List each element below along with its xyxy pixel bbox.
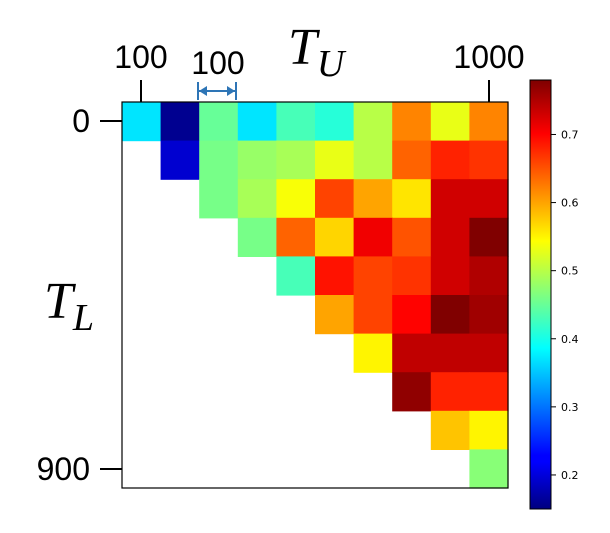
y-axis-name-sub: L [72,297,94,339]
heatmap-cell-r5-c5 [315,295,355,335]
step-annotation: 100 [191,45,245,100]
heatmap-cell-r7-c7 [392,372,432,412]
heatmap-cell-r2-c4 [276,179,316,219]
heatmap-cell-r0-c6 [353,102,393,142]
x-tick-label-1000: 1000 [453,39,524,75]
colorbar-tick-label-5: 0.7 [561,128,579,141]
heatmap-cell-r2-c2 [199,179,239,219]
heatmap-cell-r1-c9 [469,140,509,180]
heatmap-cell-r1-c2 [199,140,239,180]
heatmap-cell-r3-c7 [392,217,432,257]
heatmap-cell-r3-c5 [315,217,355,257]
heatmap-cell-r3-c6 [353,217,393,257]
step-label: 100 [191,45,244,81]
heatmap-cell-r5-c7 [392,295,432,335]
heatmap-cell-r0-c5 [315,102,355,142]
heatmap-cell-r0-c8 [430,102,470,142]
x-axis-name-sub: U [317,43,347,85]
x-tick-label-100: 100 [114,39,167,75]
heatmap-cell-r6-c9 [469,333,509,373]
heatmap-cell-r0-c0 [122,102,162,142]
colorbar-tick-label-3: 0.5 [561,265,579,278]
heatmap-cell-r8-c9 [469,410,509,450]
plot-frame [121,101,509,489]
heatmap-cell-r2-c3 [237,179,277,219]
heatmap-cell-r0-c4 [276,102,316,142]
step-arrow-right-head [227,86,235,96]
heatmap-cell-r9-c9 [469,449,509,489]
colorbar-tick-label-2: 0.4 [561,333,579,346]
heatmap-cell-r0-c7 [392,102,432,142]
y-axis-name-main: T [44,273,76,330]
heatmap-cells [122,102,509,489]
heatmap-cell-r3-c8 [430,217,470,257]
heatmap-cell-r8-c8 [430,410,470,450]
heatmap-cell-r2-c7 [392,179,432,219]
heatmap-cell-r1-c1 [160,140,200,180]
x-axis-name: TU [288,19,347,85]
heatmap-cell-r0-c9 [469,102,509,142]
colorbar [529,79,552,510]
heatmap-cell-r2-c6 [353,179,393,219]
heatmap-cell-r4-c9 [469,256,509,296]
heatmap-cell-r5-c9 [469,295,509,335]
heatmap-cell-r1-c5 [315,140,355,180]
y-tick-label-900: 900 [37,451,90,487]
heatmap-cell-r2-c8 [430,179,470,219]
y-axis-name: TL [44,273,94,339]
heatmap-cell-r3-c4 [276,217,316,257]
heatmap-cell-r3-c9 [469,217,509,257]
colorbar-tick-label-0: 0.2 [561,469,579,482]
x-axis-name-main: T [288,19,320,76]
step-arrow-left-head [199,86,207,96]
heatmap-cell-r1-c8 [430,140,470,180]
heatmap-cell-r2-c9 [469,179,509,219]
heatmap-cell-r6-c7 [392,333,432,373]
colorbar-tick-label-4: 0.6 [561,197,579,210]
colorbar-ticks: 0.2 0.3 0.4 0.5 0.6 0.7 [551,128,579,482]
heatmap-cell-r4-c4 [276,256,316,296]
heatmap-cell-r5-c6 [353,295,393,335]
heatmap-cell-r4-c7 [392,256,432,296]
heatmap-cell-r1-c4 [276,140,316,180]
heatmap-cell-r0-c2 [199,102,239,142]
heatmap-cell-r4-c8 [430,256,470,296]
y-tick-label-0: 0 [72,103,90,139]
heatmap-cell-r0-c1 [160,102,200,142]
heatmap-cell-r0-c3 [237,102,277,142]
heatmap-cell-r2-c5 [315,179,355,219]
heatmap-cell-r4-c5 [315,256,355,296]
heatmap-cell-r1-c3 [237,140,277,180]
heatmap-cell-r6-c8 [430,333,470,373]
heatmap-cell-r3-c3 [237,217,277,257]
heatmap-cell-r1-c7 [392,140,432,180]
heatmap-cell-r6-c6 [353,333,393,373]
heatmap-cell-r7-c9 [469,372,509,412]
heatmap-cell-r1-c6 [353,140,393,180]
heatmap-cell-r4-c6 [353,256,393,296]
heatmap-cell-r5-c8 [430,295,470,335]
colorbar-tick-label-1: 0.3 [561,401,579,414]
heatmap-cell-r7-c8 [430,372,470,412]
